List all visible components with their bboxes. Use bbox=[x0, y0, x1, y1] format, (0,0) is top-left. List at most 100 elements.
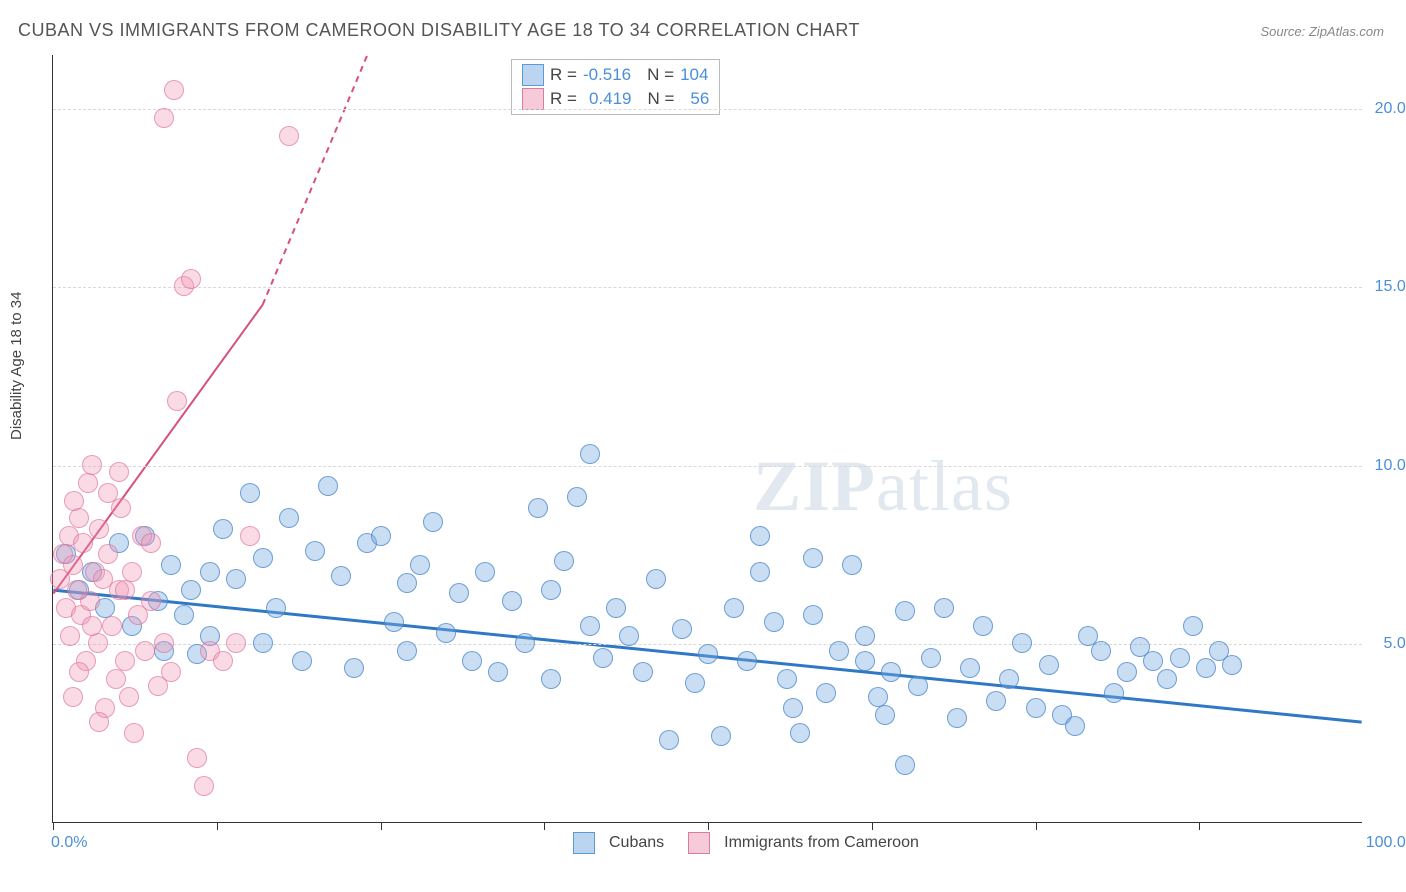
data-point bbox=[1091, 641, 1111, 661]
data-point bbox=[855, 626, 875, 646]
data-point bbox=[881, 662, 901, 682]
swatch-blue bbox=[522, 64, 544, 86]
x-tick bbox=[53, 822, 54, 830]
data-point bbox=[200, 562, 220, 582]
x-tick bbox=[1199, 822, 1200, 830]
data-point bbox=[947, 708, 967, 728]
trend-lines-layer bbox=[53, 55, 1362, 822]
data-point bbox=[64, 491, 84, 511]
data-point bbox=[63, 555, 83, 575]
data-point bbox=[875, 705, 895, 725]
chart-title: CUBAN VS IMMIGRANTS FROM CAMEROON DISABI… bbox=[18, 20, 860, 41]
source-label: Source: bbox=[1260, 24, 1308, 39]
data-point bbox=[475, 562, 495, 582]
data-point bbox=[69, 508, 89, 528]
data-point bbox=[593, 648, 613, 668]
data-point bbox=[960, 658, 980, 678]
data-point bbox=[567, 487, 587, 507]
data-point bbox=[371, 526, 391, 546]
gridline-h bbox=[53, 287, 1362, 288]
data-point bbox=[999, 669, 1019, 689]
r-label: R = bbox=[550, 65, 577, 85]
x-tick bbox=[381, 822, 382, 830]
data-point bbox=[266, 598, 286, 618]
r-label: R = bbox=[550, 89, 577, 109]
data-point bbox=[102, 616, 122, 636]
data-point bbox=[855, 651, 875, 671]
x-tick bbox=[872, 822, 873, 830]
watermark: ZIPatlas bbox=[753, 445, 1013, 528]
data-point bbox=[164, 80, 184, 100]
data-point bbox=[777, 669, 797, 689]
stats-row-cameroon: R = 0.419 N = 56 bbox=[522, 88, 709, 110]
swatch-pink bbox=[522, 88, 544, 110]
gridline-h bbox=[53, 466, 1362, 467]
data-point bbox=[921, 648, 941, 668]
data-point bbox=[253, 548, 273, 568]
data-point bbox=[986, 691, 1006, 711]
data-point bbox=[1157, 669, 1177, 689]
data-point bbox=[449, 583, 469, 603]
data-point bbox=[60, 626, 80, 646]
x-axis-max-label: 100.0% bbox=[1366, 834, 1406, 852]
data-point bbox=[69, 662, 89, 682]
y-tick-label: 20.0% bbox=[1370, 100, 1406, 118]
data-point bbox=[226, 569, 246, 589]
data-point bbox=[842, 555, 862, 575]
data-point bbox=[711, 726, 731, 746]
watermark-rest: atlas bbox=[876, 446, 1013, 526]
data-point bbox=[783, 698, 803, 718]
data-point bbox=[488, 662, 508, 682]
data-point bbox=[80, 591, 100, 611]
x-tick bbox=[708, 822, 709, 830]
data-point bbox=[109, 462, 129, 482]
data-point bbox=[1065, 716, 1085, 736]
data-point bbox=[973, 616, 993, 636]
data-point bbox=[764, 612, 784, 632]
data-point bbox=[580, 444, 600, 464]
y-axis-label: Disability Age 18 to 34 bbox=[8, 292, 25, 440]
data-point bbox=[410, 555, 430, 575]
data-point bbox=[305, 541, 325, 561]
data-point bbox=[115, 651, 135, 671]
data-point bbox=[1143, 651, 1163, 671]
n-label: N = bbox=[647, 65, 674, 85]
data-point bbox=[462, 651, 482, 671]
data-point bbox=[98, 544, 118, 564]
plot-area: ZIPatlas R = -0.516 N = 104 R = 0.419 N … bbox=[52, 55, 1362, 823]
data-point bbox=[541, 669, 561, 689]
data-point bbox=[646, 569, 666, 589]
data-point bbox=[135, 641, 155, 661]
data-point bbox=[73, 533, 93, 553]
data-point bbox=[1222, 655, 1242, 675]
data-point bbox=[240, 483, 260, 503]
data-point bbox=[554, 551, 574, 571]
data-point bbox=[934, 598, 954, 618]
data-point bbox=[397, 573, 417, 593]
data-point bbox=[502, 591, 522, 611]
data-point bbox=[1012, 633, 1032, 653]
data-point bbox=[1039, 655, 1059, 675]
data-point bbox=[750, 562, 770, 582]
n-value-cubans: 104 bbox=[680, 65, 708, 85]
data-point bbox=[124, 723, 144, 743]
data-point bbox=[829, 641, 849, 661]
data-point bbox=[803, 605, 823, 625]
data-point bbox=[194, 776, 214, 796]
data-point bbox=[790, 723, 810, 743]
watermark-bold: ZIP bbox=[753, 446, 876, 526]
x-tick bbox=[217, 822, 218, 830]
gridline-h bbox=[53, 109, 1362, 110]
statistics-legend: R = -0.516 N = 104 R = 0.419 N = 56 bbox=[511, 59, 720, 115]
data-point bbox=[167, 391, 187, 411]
data-point bbox=[515, 633, 535, 653]
bottom-legend: Cubans Immigrants from Cameroon bbox=[573, 832, 919, 854]
data-point bbox=[606, 598, 626, 618]
data-point bbox=[161, 662, 181, 682]
data-point bbox=[619, 626, 639, 646]
data-point bbox=[698, 644, 718, 664]
data-point bbox=[88, 633, 108, 653]
data-point bbox=[1183, 616, 1203, 636]
data-point bbox=[1117, 662, 1137, 682]
data-point bbox=[89, 519, 109, 539]
